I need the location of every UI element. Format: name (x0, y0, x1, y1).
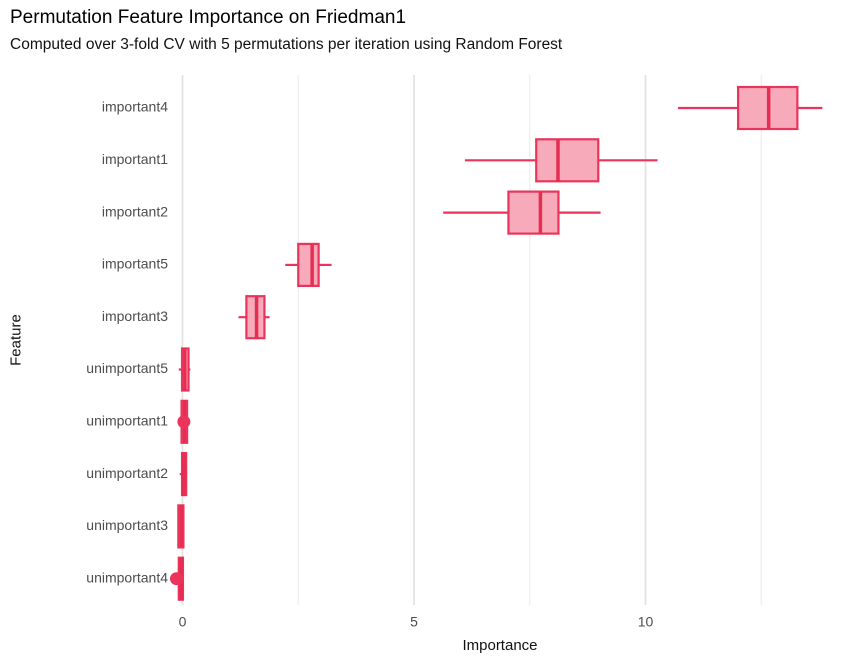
x-tick-label: 0 (179, 614, 187, 630)
boxplot-row-important5: important5 (102, 242, 332, 287)
y-category-label: unimportant3 (86, 517, 168, 533)
boxplot-row-unimportant4: unimportant4 (86, 556, 185, 601)
outlier-point (177, 415, 191, 429)
boxplot-row-unimportant1: unimportant1 (86, 399, 191, 444)
box-important5 (297, 242, 320, 287)
x-axis-title: Importance (462, 637, 538, 654)
box-important2 (507, 190, 560, 235)
y-category-label: important1 (102, 151, 168, 167)
y-category-label: unimportant5 (86, 360, 168, 376)
y-category-label: important4 (102, 99, 168, 115)
boxplot-row-unimportant5: unimportant5 (86, 347, 191, 392)
y-category-label: unimportant2 (86, 465, 168, 481)
boxplot-row-important4: important4 (102, 85, 823, 131)
boxplot-row-unimportant2: unimportant2 (86, 452, 188, 497)
y-axis-title: Feature (7, 314, 25, 366)
x-tick-label: 5 (410, 614, 418, 630)
boxplot-row-important2: important2 (102, 190, 601, 235)
boxplot-row-important1: important1 (102, 138, 658, 183)
y-category-label: important5 (102, 256, 168, 272)
x-tick-label: 10 (638, 614, 654, 630)
y-category-label: unimportant1 (86, 413, 168, 429)
y-category-label: important3 (102, 308, 168, 324)
plot-title: Permutation Feature Importance on Friedm… (10, 7, 407, 28)
outlier-point (169, 572, 183, 586)
y-category-label: unimportant4 (86, 569, 168, 585)
boxplot-row-important3: important3 (102, 295, 270, 340)
y-category-label: important2 (102, 203, 168, 219)
plot-subtitle: Computed over 3-fold CV with 5 permutati… (10, 36, 563, 53)
box-important1 (535, 138, 600, 183)
boxplot-row-unimportant3: unimportant3 (86, 504, 185, 549)
